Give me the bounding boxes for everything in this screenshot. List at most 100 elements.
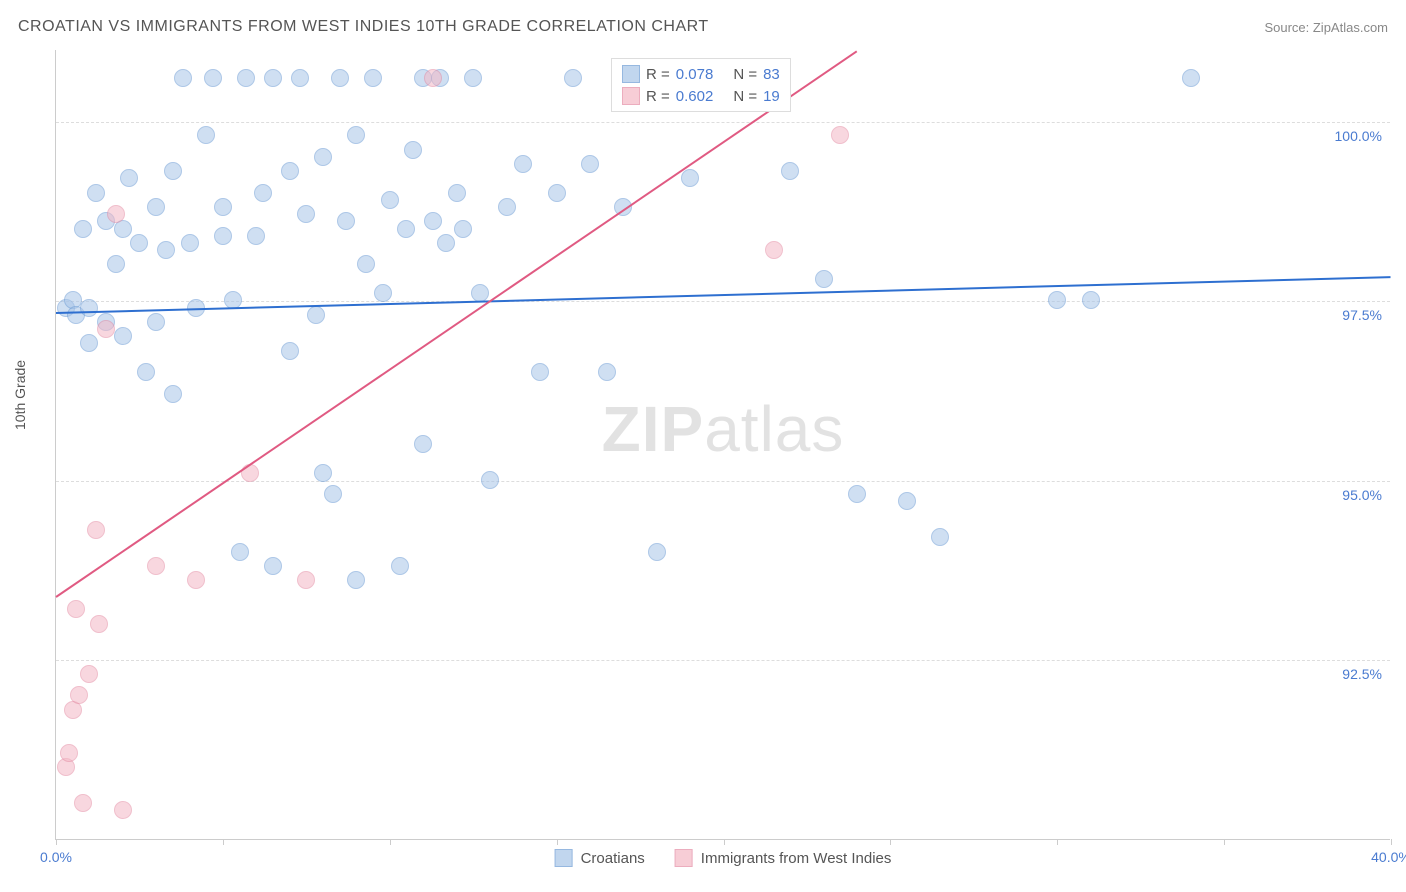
data-point xyxy=(448,184,466,202)
y-tick-label: 97.5% xyxy=(1342,307,1382,323)
data-point xyxy=(381,191,399,209)
x-tick-label: 0.0% xyxy=(40,849,72,865)
data-point xyxy=(347,571,365,589)
n-label: N = xyxy=(733,88,757,105)
watermark: ZIPatlas xyxy=(602,392,845,466)
data-point xyxy=(114,327,132,345)
source-label: Source: ZipAtlas.com xyxy=(1264,20,1388,35)
data-point xyxy=(130,234,148,252)
x-tick xyxy=(1391,839,1392,845)
x-tick xyxy=(724,839,725,845)
data-point xyxy=(214,198,232,216)
data-point xyxy=(414,435,432,453)
trend-line xyxy=(55,50,857,597)
data-point xyxy=(931,528,949,546)
data-point xyxy=(281,342,299,360)
data-point xyxy=(815,270,833,288)
trend-line xyxy=(56,276,1391,314)
data-point xyxy=(297,571,315,589)
data-point xyxy=(90,615,108,633)
data-point xyxy=(564,69,582,87)
data-point xyxy=(1082,291,1100,309)
data-point xyxy=(254,184,272,202)
data-point xyxy=(531,363,549,381)
scatter-chart: ZIPatlas 92.5%95.0%97.5%100.0%0.0%40.0%R… xyxy=(55,50,1390,840)
data-point xyxy=(87,184,105,202)
data-point xyxy=(324,485,342,503)
y-tick-label: 95.0% xyxy=(1342,487,1382,503)
data-point xyxy=(424,69,442,87)
data-point xyxy=(107,255,125,273)
x-tick xyxy=(390,839,391,845)
data-point xyxy=(157,241,175,259)
x-tick xyxy=(1057,839,1058,845)
data-point xyxy=(264,557,282,575)
gridline xyxy=(56,301,1390,302)
data-point xyxy=(357,255,375,273)
data-point xyxy=(848,485,866,503)
data-point xyxy=(1048,291,1066,309)
data-point xyxy=(164,385,182,403)
series-legend: Croatians Immigrants from West Indies xyxy=(555,849,892,867)
gridline xyxy=(56,660,1390,661)
x-tick xyxy=(557,839,558,845)
data-point xyxy=(114,801,132,819)
chart-title: CROATIAN VS IMMIGRANTS FROM WEST INDIES … xyxy=(18,18,709,36)
data-point xyxy=(147,557,165,575)
legend-swatch xyxy=(622,65,640,83)
data-point xyxy=(548,184,566,202)
data-point xyxy=(204,69,222,87)
data-point xyxy=(264,69,282,87)
n-value: 83 xyxy=(763,66,780,83)
correlation-legend: R =0.078N =83R =0.602N =19 xyxy=(611,58,791,112)
data-point xyxy=(765,241,783,259)
data-point xyxy=(214,227,232,245)
data-point xyxy=(80,299,98,317)
y-axis-label: 10th Grade xyxy=(12,360,28,430)
data-point xyxy=(498,198,516,216)
x-tick xyxy=(890,839,891,845)
data-point xyxy=(231,543,249,561)
data-point xyxy=(80,334,98,352)
legend-label: Croatians xyxy=(581,850,645,867)
data-point xyxy=(291,69,309,87)
data-point xyxy=(107,205,125,223)
data-point xyxy=(137,363,155,381)
data-point xyxy=(347,126,365,144)
data-point xyxy=(648,543,666,561)
data-point xyxy=(197,126,215,144)
data-point xyxy=(374,284,392,302)
legend-item: Croatians xyxy=(555,849,645,867)
data-point xyxy=(464,69,482,87)
data-point xyxy=(80,665,98,683)
data-point xyxy=(424,212,442,230)
x-tick xyxy=(56,839,57,845)
r-value: 0.602 xyxy=(676,88,714,105)
r-value: 0.078 xyxy=(676,66,714,83)
data-point xyxy=(307,306,325,324)
data-point xyxy=(314,148,332,166)
data-point xyxy=(437,234,455,252)
data-point xyxy=(74,220,92,238)
r-label: R = xyxy=(646,88,670,105)
data-point xyxy=(1182,69,1200,87)
data-point xyxy=(67,600,85,618)
data-point xyxy=(60,744,78,762)
data-point xyxy=(397,220,415,238)
data-point xyxy=(297,205,315,223)
data-point xyxy=(598,363,616,381)
gridline xyxy=(56,481,1390,482)
data-point xyxy=(337,212,355,230)
y-tick-label: 100.0% xyxy=(1335,128,1382,144)
data-point xyxy=(247,227,265,245)
data-point xyxy=(281,162,299,180)
data-point xyxy=(831,126,849,144)
data-point xyxy=(164,162,182,180)
data-point xyxy=(331,69,349,87)
data-point xyxy=(147,198,165,216)
n-value: 19 xyxy=(763,88,780,105)
legend-swatch xyxy=(675,849,693,867)
data-point xyxy=(241,464,259,482)
legend-label: Immigrants from West Indies xyxy=(701,850,892,867)
data-point xyxy=(404,141,422,159)
